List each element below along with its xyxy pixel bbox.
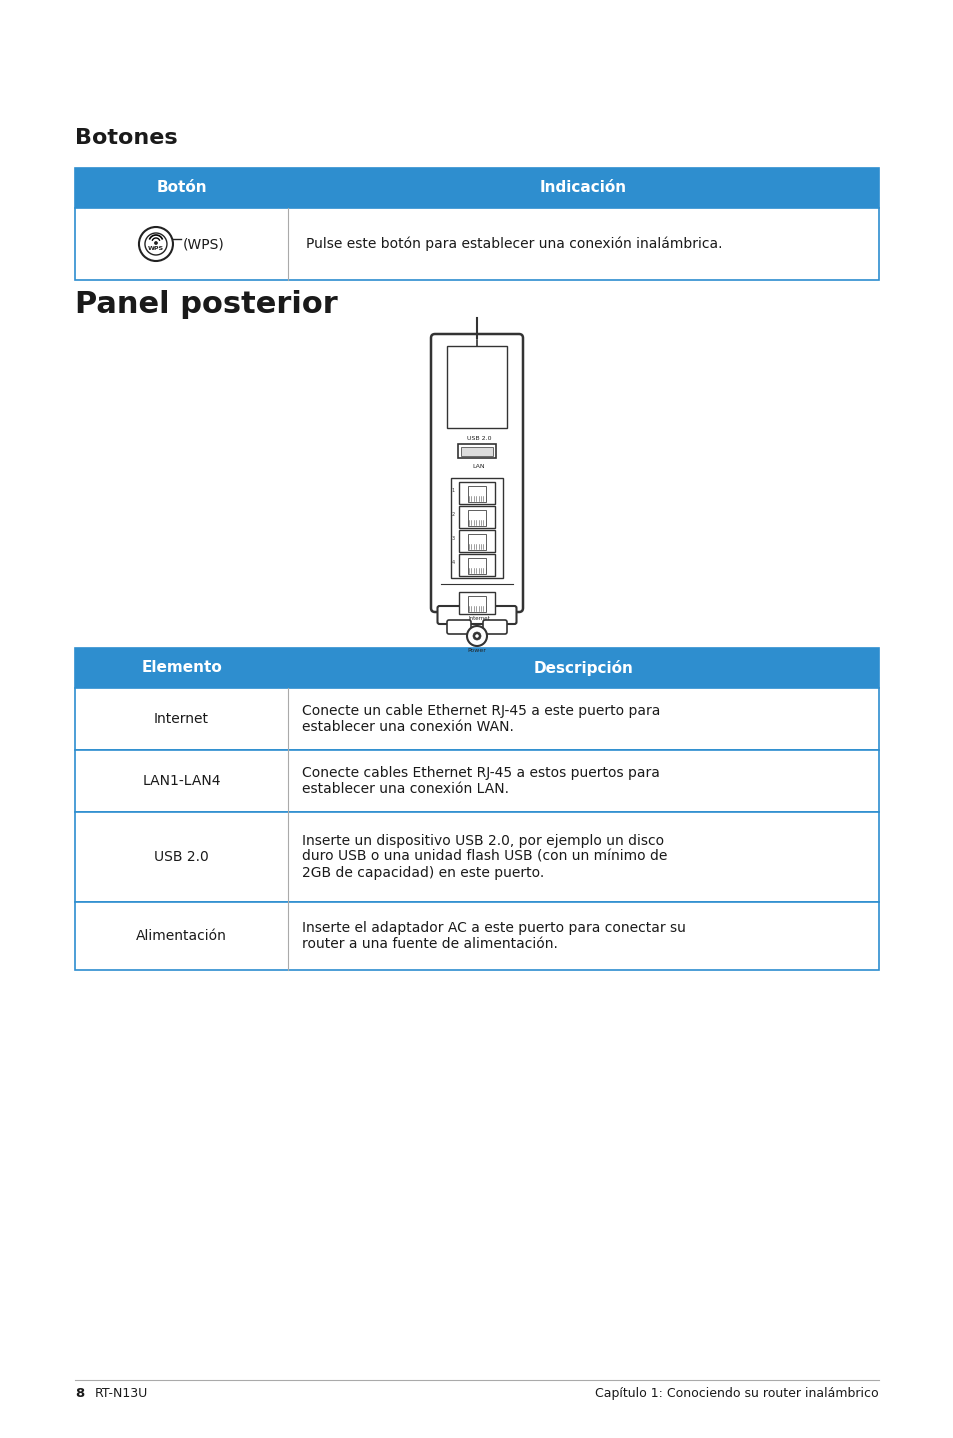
Text: Botón: Botón xyxy=(156,181,207,196)
Bar xyxy=(468,510,485,526)
Bar xyxy=(75,649,878,687)
Circle shape xyxy=(473,631,480,640)
Bar xyxy=(458,506,495,528)
Circle shape xyxy=(475,634,478,637)
Text: Alimentación: Alimentación xyxy=(136,929,227,943)
Circle shape xyxy=(467,626,486,646)
Text: Botones: Botones xyxy=(75,128,177,148)
Bar xyxy=(457,444,496,457)
Text: Elemento: Elemento xyxy=(141,660,222,676)
Text: Conecte un cable Ethernet RJ-45 a este puerto para
establecer una conexión WAN.: Conecte un cable Ethernet RJ-45 a este p… xyxy=(302,703,659,735)
Text: Descripción: Descripción xyxy=(533,660,633,676)
Bar xyxy=(468,486,485,502)
Text: 1: 1 xyxy=(451,489,454,493)
Bar xyxy=(75,751,878,812)
Text: Panel posterior: Panel posterior xyxy=(75,290,337,319)
Text: Power: Power xyxy=(467,649,486,653)
Text: 2: 2 xyxy=(451,512,454,518)
Bar xyxy=(75,168,878,209)
Bar xyxy=(75,209,878,280)
Text: Pulse este botón para establecer una conexión inalámbrica.: Pulse este botón para establecer una con… xyxy=(306,237,721,252)
Bar xyxy=(458,592,495,614)
Bar xyxy=(458,482,495,503)
Text: 4: 4 xyxy=(451,561,454,565)
Circle shape xyxy=(154,242,157,244)
Text: USB 2.0: USB 2.0 xyxy=(154,850,209,864)
FancyBboxPatch shape xyxy=(431,334,522,613)
Text: Indicación: Indicación xyxy=(539,181,626,196)
Bar xyxy=(460,447,493,456)
Text: Internet: Internet xyxy=(153,712,209,726)
Bar xyxy=(447,347,506,429)
Text: RT-N13U: RT-N13U xyxy=(95,1388,148,1401)
Bar xyxy=(468,533,485,549)
Text: 8: 8 xyxy=(75,1388,84,1401)
Text: (WPS): (WPS) xyxy=(183,237,225,252)
Bar xyxy=(458,554,495,577)
Text: Internet: Internet xyxy=(468,615,489,621)
Text: Inserte el adaptador AC a este puerto para conectar su
router a una fuente de al: Inserte el adaptador AC a este puerto pa… xyxy=(302,920,685,951)
Text: LAN: LAN xyxy=(472,464,485,469)
Bar xyxy=(75,812,878,902)
Text: Inserte un dispositivo USB 2.0, por ejemplo un disco
duro USB o una unidad flash: Inserte un dispositivo USB 2.0, por ejem… xyxy=(302,834,667,880)
Bar xyxy=(468,595,485,613)
Bar xyxy=(75,687,878,751)
Text: Conecte cables Ethernet RJ-45 a estos puertos para
establecer una conexión LAN.: Conecte cables Ethernet RJ-45 a estos pu… xyxy=(302,766,659,797)
FancyBboxPatch shape xyxy=(437,605,516,624)
Bar xyxy=(75,902,878,971)
Text: 3: 3 xyxy=(451,536,454,542)
Text: WPS: WPS xyxy=(148,246,164,252)
FancyBboxPatch shape xyxy=(482,620,506,634)
Bar xyxy=(468,558,485,574)
Bar xyxy=(451,477,502,578)
Text: USB 2.0: USB 2.0 xyxy=(466,436,491,441)
Bar xyxy=(458,531,495,552)
Text: Capítulo 1: Conociendo su router inalámbrico: Capítulo 1: Conociendo su router inalámb… xyxy=(595,1388,878,1401)
Text: LAN1-LAN4: LAN1-LAN4 xyxy=(142,774,220,788)
FancyBboxPatch shape xyxy=(447,620,471,634)
